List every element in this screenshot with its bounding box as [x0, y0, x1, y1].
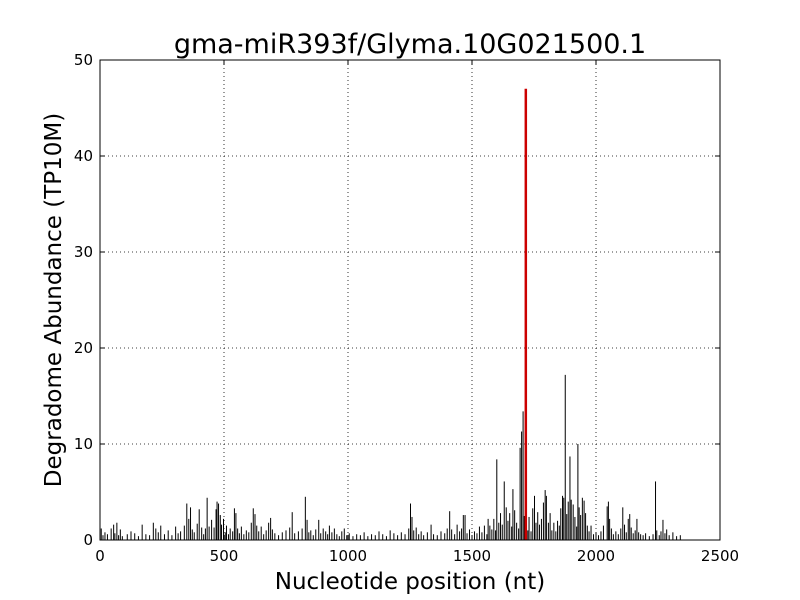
x-tick-label: 2000: [577, 547, 615, 565]
y-tick-label: 0: [83, 531, 93, 549]
y-tick-label: 50: [74, 51, 93, 69]
x-tick-label: 1500: [453, 547, 491, 565]
x-tick-label: 1000: [329, 547, 367, 565]
chart-title: gma-miR393f/Glyma.10G021500.1: [174, 29, 646, 60]
x-tick-label: 0: [95, 547, 105, 565]
y-tick-label: 10: [74, 435, 93, 453]
y-axis-label: Degradome Abundance (TP10M): [41, 113, 67, 487]
y-tick-label: 40: [74, 147, 93, 165]
y-tick-label: 20: [74, 339, 93, 357]
x-tick-label: 500: [210, 547, 239, 565]
grid: [100, 60, 720, 540]
x-axis-ticks: 0 500 1000 1500 2000 2500: [95, 60, 739, 565]
plot-frame: [99, 59, 721, 541]
x-tick-label: 2500: [701, 547, 739, 565]
y-tick-label: 30: [74, 243, 93, 261]
bar-series: [100, 88, 681, 540]
x-axis-label: Nucleotide position (nt): [275, 569, 545, 595]
y-axis-ticks: 0 10 20 30 40 50: [74, 51, 720, 549]
